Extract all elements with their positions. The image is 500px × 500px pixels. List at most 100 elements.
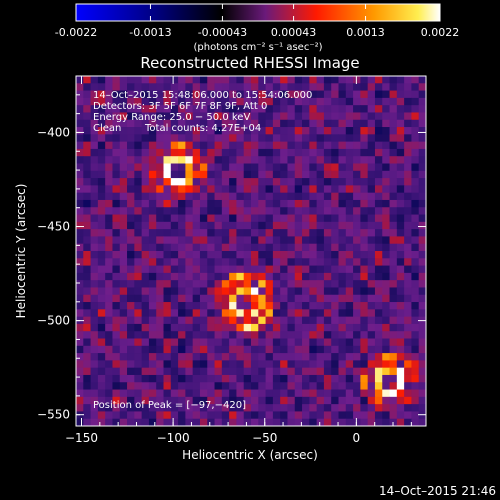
image-pixel [360, 338, 369, 347]
image-pixel [280, 83, 288, 91]
image-pixel [221, 404, 230, 412]
image-pixel [353, 353, 361, 361]
image-pixel [90, 374, 99, 383]
image-pixel [280, 396, 288, 405]
image-pixel [287, 316, 296, 325]
image-pixel [353, 316, 361, 325]
image-pixel [360, 382, 369, 390]
image-pixel [163, 374, 172, 383]
image-pixel [287, 163, 296, 172]
image-pixel [170, 302, 179, 310]
image-pixel [382, 119, 390, 128]
image-pixel [83, 97, 91, 106]
image-pixel [360, 418, 369, 426]
image-pixel [97, 316, 106, 325]
image-pixel [199, 229, 208, 237]
image-pixel [156, 302, 164, 310]
image-pixel [272, 112, 281, 121]
image-pixel [294, 338, 303, 347]
image-pixel [389, 170, 398, 179]
image-pixel [338, 97, 347, 106]
image-pixel [258, 170, 266, 179]
image-pixel [192, 353, 201, 361]
image-pixel [236, 389, 245, 398]
image-pixel [127, 294, 135, 303]
image-pixel [76, 360, 84, 369]
image-pixel [360, 396, 369, 405]
image-pixel [127, 367, 135, 376]
image-pixel [418, 243, 426, 252]
image-pixel [404, 331, 412, 339]
image-pixel [396, 185, 405, 194]
x-tick-label: −50 [252, 431, 277, 445]
image-pixel [287, 345, 296, 354]
image-pixel [353, 76, 361, 84]
image-pixel [331, 163, 339, 172]
image-pixel [97, 331, 106, 339]
image-pixel [338, 265, 347, 274]
image-pixel [119, 76, 128, 84]
image-pixel [229, 229, 237, 237]
image-pixel [207, 374, 215, 383]
image-pixel [178, 163, 186, 172]
image-pixel [148, 243, 157, 252]
image-pixel [105, 170, 113, 179]
image-pixel [243, 170, 252, 179]
image-pixel [76, 272, 84, 281]
image-pixel [360, 185, 369, 194]
image-pixel [389, 76, 398, 84]
image-pixel [148, 105, 157, 113]
image-pixel [207, 141, 215, 150]
image-pixel [404, 214, 412, 223]
image-pixel [309, 243, 318, 252]
image-pixel [141, 192, 150, 201]
image-pixel [265, 389, 274, 398]
image-pixel [221, 331, 230, 339]
image-pixel [141, 258, 150, 266]
image-pixel [382, 214, 390, 223]
image-pixel [156, 156, 164, 164]
image-pixel [178, 280, 186, 288]
image-pixel [345, 134, 354, 143]
image-pixel [163, 229, 172, 237]
image-pixel [76, 214, 84, 223]
image-pixel [243, 360, 252, 369]
image-pixel [141, 76, 150, 84]
image-pixel [134, 258, 143, 266]
image-pixel [382, 199, 390, 208]
image-pixel [258, 185, 266, 194]
image-pixel [323, 112, 332, 121]
image-pixel [302, 119, 310, 128]
image-pixel [396, 374, 405, 383]
image-pixel [221, 134, 230, 143]
image-pixel [76, 280, 84, 288]
image-pixel [119, 396, 128, 405]
image-pixel [345, 97, 354, 106]
image-pixel [207, 148, 215, 157]
image-pixel [302, 316, 310, 325]
image-pixel [105, 83, 113, 91]
image-pixel [272, 396, 281, 405]
image-pixel [331, 229, 339, 237]
image-pixel [134, 236, 143, 245]
image-pixel [389, 221, 398, 230]
image-pixel [251, 338, 259, 347]
image-pixel [178, 353, 186, 361]
image-pixel [265, 367, 274, 376]
image-pixel [221, 76, 230, 84]
image-pixel [141, 316, 150, 325]
image-pixel [83, 309, 91, 318]
image-pixel [265, 229, 274, 237]
image-pixel [251, 83, 259, 91]
image-pixel [83, 148, 91, 157]
image-pixel [251, 353, 259, 361]
image-pixel [148, 229, 157, 237]
image-pixel [229, 374, 237, 383]
image-pixel [389, 192, 398, 201]
image-pixel [83, 83, 91, 91]
image-pixel [105, 396, 113, 405]
image-pixel [141, 156, 150, 164]
image-pixel [127, 331, 135, 339]
image-pixel [418, 272, 426, 281]
image-pixel [418, 207, 426, 215]
